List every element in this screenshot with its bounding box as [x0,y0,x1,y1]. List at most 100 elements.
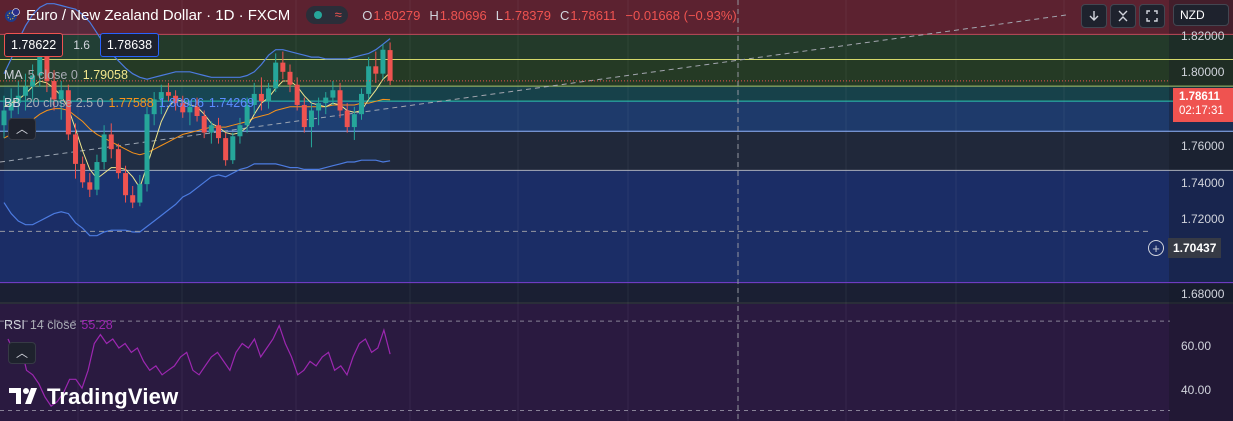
candle-body [44,55,50,82]
candle-body [280,62,286,72]
chart-header: Euro / New Zealand Dollar · 1D · FXCM ≈ … [4,4,737,26]
bb-upper-value: 1.80906 [158,96,204,110]
fullscreen-button[interactable] [1139,4,1165,28]
spread-value: 1.6 [73,38,90,52]
price-axis-label: 1.76000 [1181,139,1225,153]
collapse-legend-button[interactable]: ︿ [8,118,36,140]
bb-upper-line [3,3,391,80]
symbol-title[interactable]: Euro / New Zealand Dollar · 1D · FXCM [26,6,291,24]
candle-body [51,81,57,100]
candle-body [337,90,343,111]
buy-button[interactable]: 1.78638 [99,33,160,57]
price-axis-label: 1.68000 [1181,287,1225,301]
add-alert-plus-icon[interactable]: + [1148,240,1164,256]
tradingview-logo-icon [9,388,37,404]
candle-body [1,110,7,126]
bb-name: BB [4,96,21,110]
currency-label: NZD [1180,8,1205,22]
candle-body [8,103,14,111]
ohlc-high: H1.80696 [429,7,487,23]
price-axis-label: 1.74000 [1181,176,1225,190]
bar-countdown: 02:17:31 [1179,105,1224,117]
candle-body [165,92,171,96]
trade-prices: 1.78622 1.6 1.78638 [4,33,160,57]
ohlc-low: L1.78379 [495,7,551,23]
ohlc-readout: O1.80279 H1.80696 L1.78379 C1.78611 −0.0… [362,8,736,23]
price-axis-label: 1.82000 [1181,29,1225,43]
candle-body [144,114,150,185]
bb-basis-value: 1.77588 [108,96,154,110]
overlay-layer [0,0,1168,421]
market-status-pill[interactable]: ≈ [306,6,349,24]
candle-body [323,97,329,104]
candle-body [373,66,379,74]
ohlc-open: O1.80279 [362,7,421,23]
candles-layer [1,42,393,209]
ohlc-close: C1.78611 [560,7,617,23]
candle-body [366,66,372,94]
bb-lower-value: 1.74269 [208,96,255,110]
crosshair-price-label[interactable]: + 1.70437 [1148,238,1233,258]
candle-body [216,125,221,139]
sell-button[interactable]: 1.78622 [4,33,64,57]
tradingview-logo-text: TradingView [47,384,179,409]
candle-body [22,86,28,96]
currency-select[interactable]: NZD [1173,4,1229,26]
grid-layer [77,0,1065,421]
last-price-value: 1.78611 [1179,91,1220,103]
last-price-label: 1.78611 02:17:31 [1173,88,1233,122]
candle-body [230,136,236,161]
candle-body [15,95,21,104]
candle-body [223,138,229,161]
price-zone [0,170,1233,283]
market-open-dot-icon [314,11,323,19]
rsi-layer [0,320,1170,412]
candle-body [180,103,186,113]
collapse-panes-button[interactable] [1110,4,1136,28]
candle-body [273,62,279,89]
ma-params: 5 close 0 [27,68,78,82]
candle-body [301,104,307,128]
candle-body [344,110,350,128]
candle-body [173,95,179,104]
ma-legend[interactable]: MA 5 close 0 1.79058 [4,68,128,82]
candle-body [130,195,136,203]
rsi-axis-label: 60.00 [1181,339,1212,353]
fullscreen-icon [1146,10,1158,22]
price-axis-label: 1.80000 [1181,65,1225,79]
candle-body [137,184,143,203]
rsi-line [7,323,391,407]
scroll-down-button[interactable] [1081,4,1107,28]
rsi-legend[interactable]: RSI 14 close 55.28 [4,318,113,332]
collapse-rsi-legend-button[interactable]: ︿ [8,342,36,364]
rsi-axis-label: 40.00 [1181,383,1212,397]
price-zone [0,131,1233,171]
candle-body [123,173,129,196]
candle-body [65,90,71,135]
candle-body [115,149,121,174]
candle-body [58,90,64,100]
eur-nzd-flag-icon [5,8,20,22]
bb-legend[interactable]: BB 20 close 2.5 0 1.77588 1.80906 1.7426… [4,96,254,110]
candle-body [244,104,250,126]
wave-icon: ≈ [334,7,342,22]
tradingview-logo[interactable]: TradingView [9,384,178,410]
ma-name: MA [4,68,23,82]
ohlc-change: −0.01668 (−0.93%) [625,7,737,23]
candle-body [158,92,164,100]
candle-body [351,114,357,128]
price-zone [0,59,1233,87]
candle-body [30,75,36,87]
candle-body [208,125,214,133]
price-zone [0,0,1233,35]
candle-body [308,110,314,128]
rsi-name: RSI [4,318,25,332]
bb-lower-line [3,159,391,237]
candle-body [380,49,386,74]
collapse-icon [1118,10,1128,22]
candle-body [87,182,93,190]
price-zone [0,282,1233,302]
candle-body [251,93,257,105]
